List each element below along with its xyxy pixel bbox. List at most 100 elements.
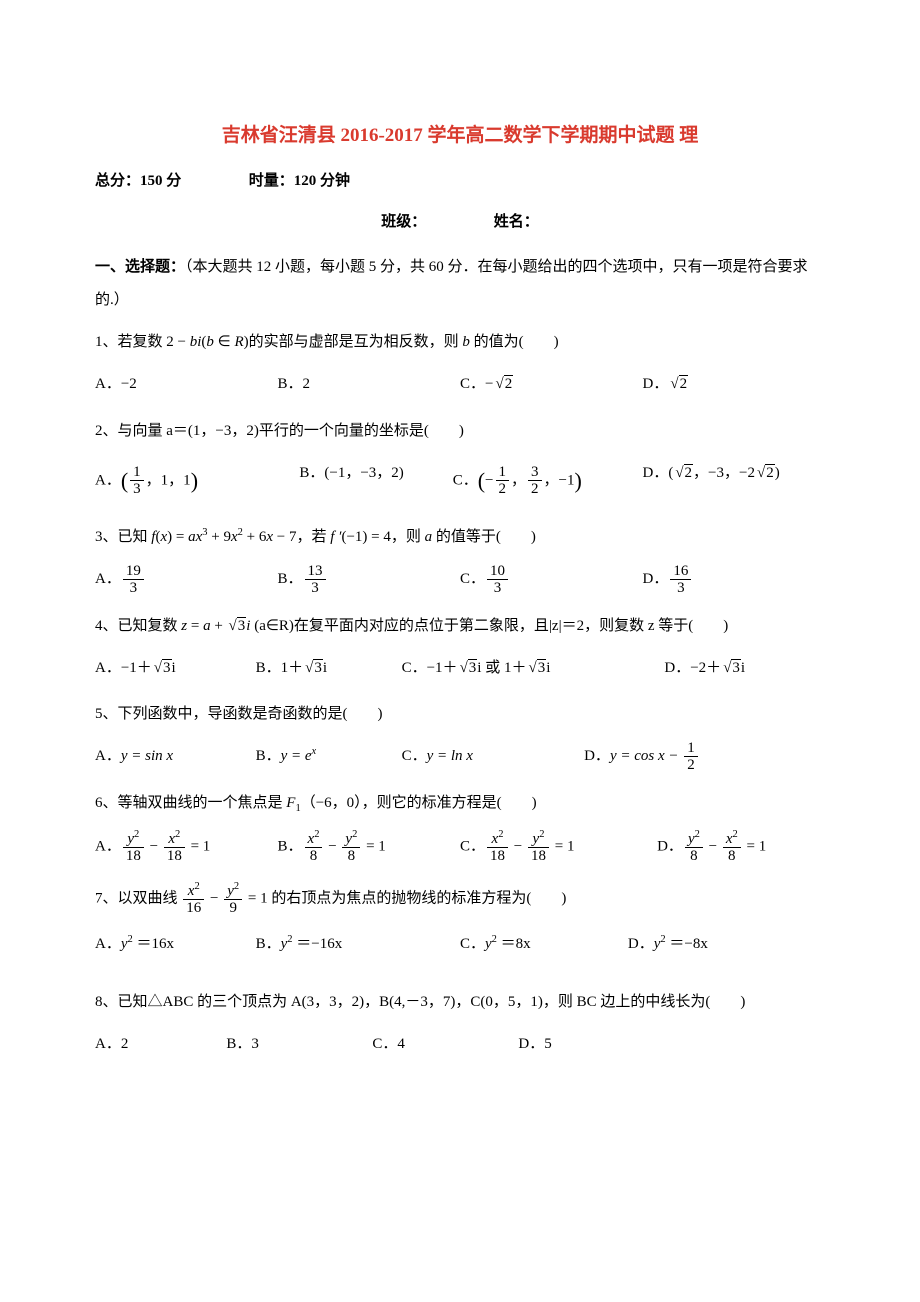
paren-r: )	[574, 468, 581, 493]
pre: C．	[402, 748, 427, 764]
sqrt-icon: 3	[526, 651, 546, 686]
d: 3	[305, 580, 326, 597]
sqrt-icon: 2	[668, 367, 688, 402]
d: 8	[685, 848, 703, 865]
q7-optA: A．y2 ＝16x	[95, 927, 256, 962]
eq: = 1	[743, 838, 766, 854]
frac: 193	[123, 563, 144, 597]
title-text: 吉林省汪清县 2016-2017 学年高二数学下学期期中试题 理	[222, 125, 699, 146]
q8-options: A．2 B．3 C．4 D．5	[95, 1027, 825, 1062]
q3-optC: C．103	[460, 562, 643, 597]
num: 3	[528, 464, 542, 482]
q4-optA: A．−1＋3i	[95, 651, 256, 686]
eq: = 1	[244, 890, 267, 906]
q1-text: 1、若复数 2 −	[95, 334, 190, 350]
d: 18	[528, 848, 549, 865]
n: x2	[164, 829, 185, 849]
i: i	[741, 660, 745, 676]
q1-optD-rad: 2	[679, 375, 689, 392]
den: 3	[130, 481, 144, 498]
q2-C-pre: C．	[453, 472, 478, 488]
q8-optA: A．2	[95, 1027, 226, 1062]
q2-A-rest: ，1，1	[146, 472, 191, 488]
d: 8	[342, 848, 360, 865]
pre: C．	[460, 571, 485, 587]
e: 2	[695, 829, 700, 840]
question-6: 6、等轴双曲线的一个焦点是 F1（−6，0），则它的标准方程是( )	[95, 788, 825, 819]
pre: B．	[278, 571, 303, 587]
question-1: 1、若复数 2 − bi(b ∈ R)的实部与虚部是互为相反数，则 b 的值为(…	[95, 327, 825, 357]
eq: =	[187, 618, 203, 634]
frac: y218	[528, 829, 549, 865]
q1-optC-pre: C．−	[460, 376, 493, 392]
q2-D-end: )	[775, 465, 780, 481]
v: x	[726, 831, 733, 847]
section-1-intro: 一、选择题：（本大题共 12 小题，每小题 5 分，共 60 分．在每小题给出的…	[95, 251, 825, 317]
q7-optC: C．y2 ＝8x	[460, 927, 628, 962]
q1-suffix: 的值为( )	[470, 334, 559, 350]
class-name-line: 班级： 姓名：	[95, 210, 825, 231]
n: y2	[342, 829, 360, 849]
paren-r: )	[191, 468, 198, 493]
stem: 5、下列函数中，导函数是奇函数的是( )	[95, 706, 383, 722]
y: y	[485, 936, 492, 952]
end: ，则	[391, 529, 425, 545]
q3-optA: A．193	[95, 562, 278, 597]
q8-optC: C．4	[372, 1027, 518, 1062]
q2-optD: D．(2，−3，−22)	[642, 456, 825, 507]
q2-optA: A．(13，1，1)	[95, 456, 299, 507]
q5-optA: A．y = sin x	[95, 739, 256, 774]
eq: = 1	[551, 838, 574, 854]
q7-optD: D．y2 ＝−8x	[628, 927, 825, 962]
frac: x28	[305, 829, 323, 865]
frac: y218	[123, 829, 144, 865]
question-2: 2、与向量 a＝(1，−3，2)平行的一个向量的坐标是( )	[95, 416, 825, 446]
frac: x216	[183, 881, 204, 917]
pre: D．	[584, 748, 610, 764]
score-line: 总分：150 分 时量：120 分钟	[95, 169, 825, 190]
q1-options: A．−2 B．2 C．−2 D．2	[95, 367, 825, 402]
d: 3	[487, 580, 508, 597]
n: y2	[224, 881, 242, 901]
pre: A．	[95, 748, 121, 764]
d: 18	[487, 848, 508, 865]
q2-A-pre: A．	[95, 472, 121, 488]
section-label: 一、选择题：	[95, 259, 185, 275]
q2-optC: C．(−12，32，−1)	[453, 456, 643, 507]
t: 6、等轴双曲线的一个焦点是	[95, 795, 286, 811]
q4-options: A．−1＋3i B．1＋3i C．−1＋3i 或 1＋3i D．−2＋3i	[95, 651, 825, 686]
c: ，若	[297, 529, 331, 545]
q1-optC-rad: 2	[504, 375, 514, 392]
rest: （−6，0），则它的标准方程是( )	[301, 795, 537, 811]
eq: = 1	[362, 838, 385, 854]
frac: 12	[496, 464, 510, 498]
frac: x28	[723, 829, 741, 865]
q5-options: A．y = sin x B．y = ex C．y = ln x D．y = co…	[95, 739, 825, 774]
pre: B．1＋	[256, 660, 304, 676]
q2-optB: B．(−1，−3，2)	[299, 456, 452, 507]
pre: B．	[278, 838, 303, 854]
eq: y = cos x −	[610, 748, 682, 764]
fp: f ′	[330, 529, 341, 545]
q5-optC: C．y = ln x	[402, 739, 585, 774]
q1-in: ∈	[214, 334, 235, 350]
q6-options: A．y218 − x218 = 1 B．x28 − y28 = 1 C．x218…	[95, 829, 825, 865]
frac: y28	[342, 829, 360, 865]
q1-var: bi	[190, 334, 202, 350]
rad: 3	[731, 659, 741, 676]
q8-optB: B．3	[226, 1027, 372, 1062]
v: x	[168, 831, 175, 847]
n: x2	[723, 829, 741, 849]
pre: B．	[256, 748, 281, 764]
m: −	[324, 838, 340, 854]
section-desc: （本大题共 12 小题，每小题 5 分，共 60 分．在每小题给出的四个选项中，…	[95, 259, 808, 308]
eq: y = sin x	[121, 748, 173, 764]
m: −	[146, 838, 162, 854]
n: y2	[685, 829, 703, 849]
sqrt-icon: 3	[227, 611, 247, 641]
pre: D．	[628, 936, 654, 952]
eq: ＝−16x	[293, 936, 343, 952]
e: 2	[134, 829, 139, 840]
q7-optB: B．y2 ＝−16x	[256, 927, 460, 962]
n: y2	[123, 829, 144, 849]
